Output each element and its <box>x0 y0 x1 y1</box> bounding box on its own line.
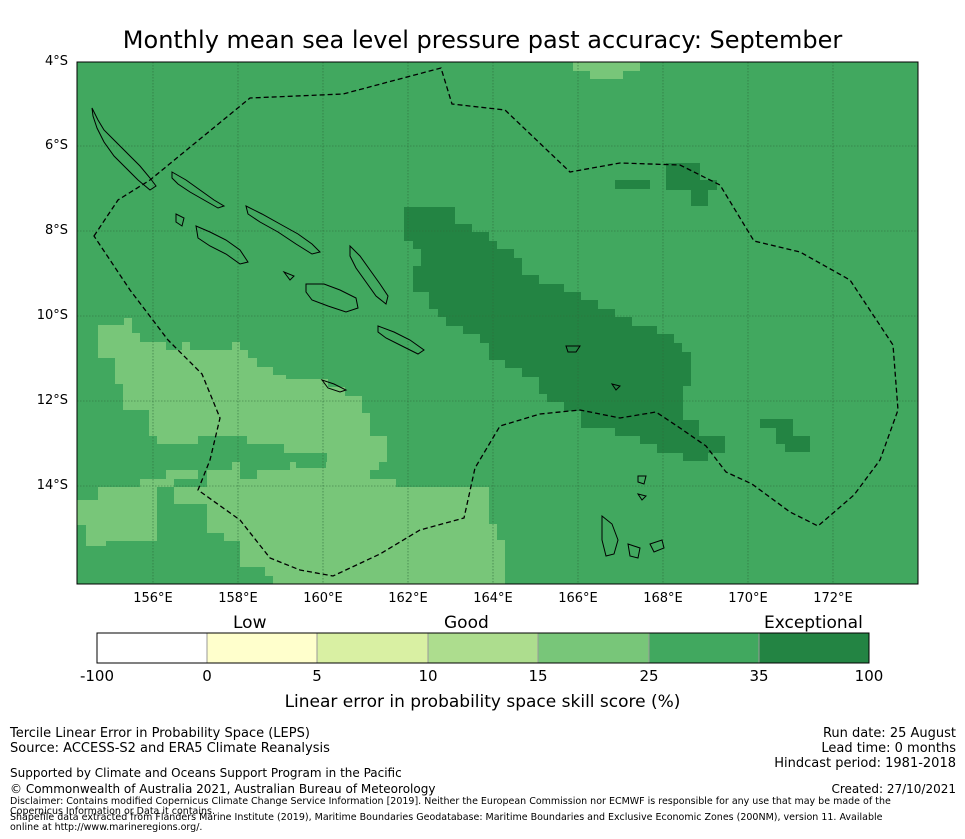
colorbar-swatch-0 <box>97 633 207 663</box>
colorbar-swatch-5 <box>649 633 759 663</box>
coast-efate <box>649 539 665 553</box>
colorbar-swatch-1 <box>207 633 317 663</box>
footer-disclaimer: Disclaimer: Contains modified Copernicus… <box>10 796 891 817</box>
colorbar-frame <box>96 632 870 664</box>
coast-small-5 <box>636 493 647 501</box>
lat-label: 14°S <box>36 478 68 493</box>
coast-guadalcanal <box>305 283 359 313</box>
skill-region-exceptional-band <box>404 207 725 461</box>
footer-method: Tercile Linear Error in Probability Spac… <box>10 726 310 741</box>
lon-label: 156°E <box>133 591 173 606</box>
lat-label: 10°S <box>36 308 68 323</box>
coast-santa-isabel <box>245 205 321 255</box>
lon-label: 166°E <box>558 591 598 606</box>
coast-small-3 <box>610 383 621 391</box>
footer-copyright: © Commonwealth of Australia 2021, Austra… <box>10 782 436 796</box>
coast-malaita <box>349 244 389 305</box>
skill-patch-ne <box>615 180 650 189</box>
colorbar-category-exceptional: Exceptional <box>764 613 863 633</box>
lon-label: 170°E <box>728 591 768 606</box>
colorbar-category-low: Low <box>233 613 267 633</box>
colorbar-swatch-3 <box>428 633 538 663</box>
colorbar-tick: 100 <box>854 667 884 685</box>
footer-source: Source: ACCESS-S2 and ERA5 Climate Reana… <box>10 741 330 756</box>
colorbar-tick: 5 <box>312 667 322 685</box>
lon-label: 172°E <box>813 591 853 606</box>
coastlines <box>91 107 665 559</box>
coast-small-2 <box>282 270 295 281</box>
footer-hindcast: Hindcast period: 1981-2018 <box>774 756 956 771</box>
coast-choiseul <box>171 171 226 209</box>
colorbar-swatch-2 <box>317 633 428 663</box>
colorbar-swatch-6 <box>759 633 869 663</box>
colorbar-tick: 0 <box>202 667 212 685</box>
coast-makira <box>377 325 425 355</box>
colorbar-tick: 15 <box>528 667 548 685</box>
skill-patch-sw-1 <box>157 487 207 528</box>
lat-label: 12°S <box>36 393 68 408</box>
coast-torres <box>565 345 581 353</box>
coast-small-4 <box>637 475 647 485</box>
lon-label: 164°E <box>473 591 513 606</box>
colorbar-category-good: Good <box>444 613 489 633</box>
colorbar-tick: 35 <box>749 667 769 685</box>
coast-espiritu-santo <box>601 514 619 557</box>
footer-lead-time: Lead time: 0 months <box>821 741 956 756</box>
footer-shapefile: Shapefile data extracted from Flanders M… <box>10 812 883 833</box>
footer-support: Supported by Climate and Oceans Support … <box>10 766 402 780</box>
coast-small-1 <box>175 213 185 227</box>
map-frame <box>76 61 919 585</box>
coast-malekula <box>627 543 641 559</box>
lon-label: 168°E <box>643 591 683 606</box>
skill-patch-sw-4 <box>296 456 326 468</box>
colorbar-tick: 25 <box>639 667 659 685</box>
coast-bougainville <box>91 107 157 191</box>
lat-label: 6°S <box>44 138 68 153</box>
map-gridlines <box>77 62 918 584</box>
lat-label: 8°S <box>44 223 68 238</box>
colorbar-label: Linear error in probability space skill … <box>284 692 681 712</box>
colorbar-tick: -100 <box>79 667 115 685</box>
skill-region-good-n <box>573 62 640 79</box>
skill-region-exceptional-se <box>760 419 810 452</box>
skill-region-exceptional-ne <box>666 163 717 206</box>
coast-new-georgia <box>195 225 249 265</box>
colorbar-tick: 10 <box>418 667 438 685</box>
footer-run-date: Run date: 25 August <box>822 726 956 741</box>
skill-patch-sw-2 <box>174 470 207 487</box>
map-title: Monthly mean sea level pressure past acc… <box>122 26 843 54</box>
lon-label: 162°E <box>388 591 428 606</box>
eez-boundary <box>93 67 899 577</box>
colorbar-swatch-4 <box>538 633 649 663</box>
lon-label: 158°E <box>218 591 258 606</box>
lon-label: 160°E <box>303 591 343 606</box>
footer-created: Created: 27/10/2021 <box>831 782 956 796</box>
coast-rennell <box>320 379 348 393</box>
lat-label: 4°S <box>44 54 68 69</box>
colorbar <box>96 632 870 664</box>
skill-patch-sw-3 <box>86 546 106 553</box>
